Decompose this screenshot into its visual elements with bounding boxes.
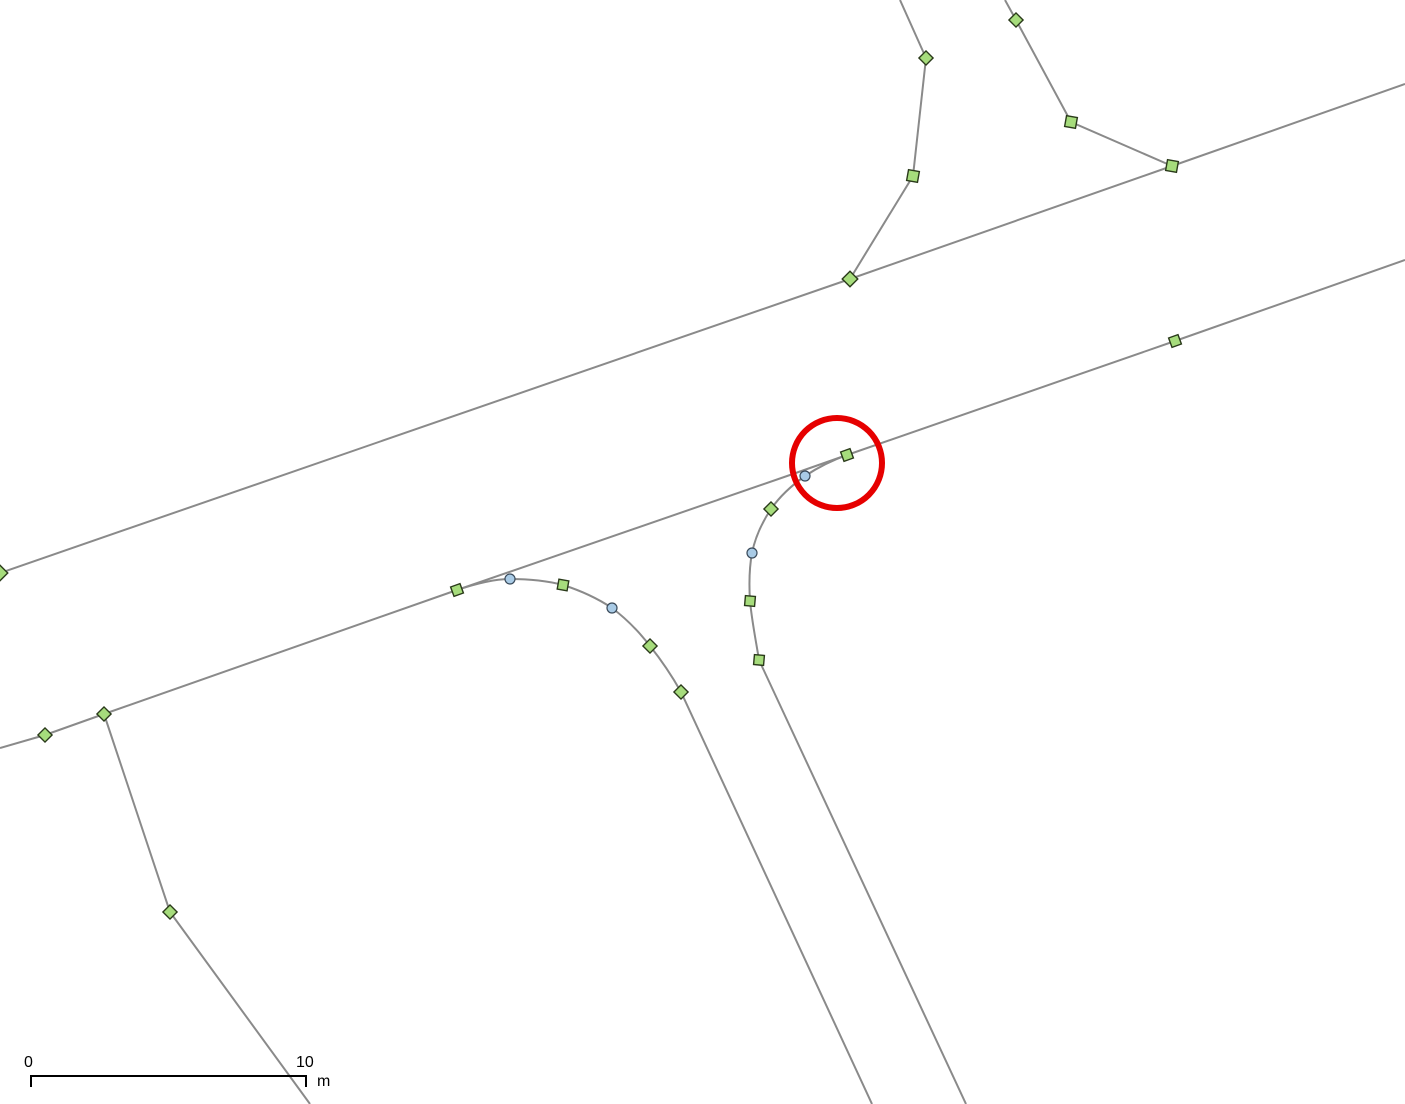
- vertex-node[interactable]: [556, 578, 570, 592]
- curve-junction-vertex[interactable]: [839, 447, 855, 463]
- vertex-node[interactable]: [1164, 158, 1180, 174]
- vertex-node[interactable]: [0, 564, 9, 582]
- vertex-node[interactable]: [641, 637, 659, 655]
- scale-bar: 0 10 m: [24, 1054, 330, 1090]
- curve-control-points: [504, 470, 811, 614]
- vertex-node[interactable]: [1167, 333, 1183, 349]
- southwest-branch-edge[interactable]: [103, 713, 311, 1104]
- vertex-node[interactable]: [1063, 114, 1079, 130]
- left-curve-edge[interactable]: [456, 577, 873, 1104]
- curve-control-point[interactable]: [746, 547, 758, 559]
- curve-control-point[interactable]: [504, 573, 516, 585]
- north-road-edge[interactable]: [0, 83, 1405, 574]
- scale-start-label: 0: [24, 1054, 33, 1071]
- vertex-node[interactable]: [841, 270, 859, 288]
- scale-bar-line: [30, 1075, 307, 1087]
- vertex-node[interactable]: [36, 726, 54, 744]
- vertex-node[interactable]: [95, 705, 113, 723]
- vertex-node[interactable]: [743, 594, 757, 608]
- scale-end-label: 10: [296, 1054, 314, 1071]
- vertex-node[interactable]: [161, 903, 179, 921]
- vertex-node[interactable]: [762, 500, 780, 518]
- curve-control-point[interactable]: [799, 470, 811, 482]
- vertex-node[interactable]: [752, 653, 766, 667]
- scale-unit-label: m: [317, 1073, 330, 1090]
- northwest-branch-edge[interactable]: [849, 0, 928, 280]
- vertex-node[interactable]: [672, 683, 690, 701]
- vertex-node[interactable]: [449, 582, 465, 598]
- vertex-nodes: [0, 11, 1183, 921]
- highlight-ring: [789, 415, 885, 511]
- curve-control-point[interactable]: [606, 602, 618, 614]
- vertex-node[interactable]: [905, 168, 921, 184]
- right-curve-edge[interactable]: [748, 454, 967, 1104]
- vertex-node[interactable]: [917, 49, 935, 67]
- south-road-edge[interactable]: [0, 259, 1405, 749]
- northeast-branch-edge[interactable]: [1004, 0, 1173, 167]
- vertex-node[interactable]: [1007, 11, 1025, 29]
